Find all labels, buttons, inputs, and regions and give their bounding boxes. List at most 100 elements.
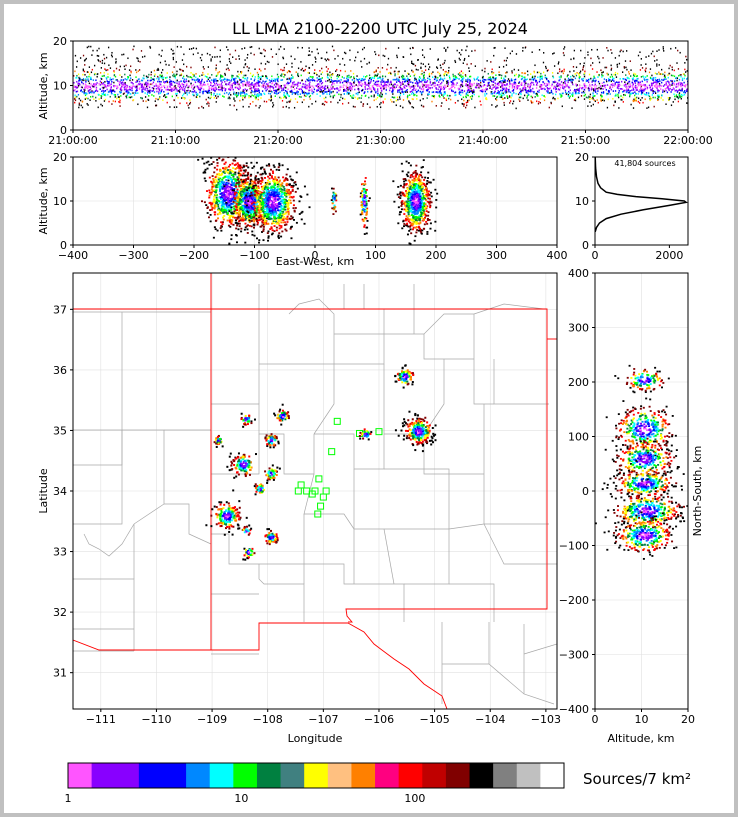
source-point	[567, 93, 570, 96]
source-point	[401, 83, 403, 85]
source-point	[269, 93, 272, 95]
source-point	[79, 99, 82, 102]
source-point	[675, 86, 677, 88]
source-point	[623, 93, 625, 96]
source-point	[628, 77, 630, 80]
source-point	[512, 102, 514, 105]
source-point	[235, 195, 238, 197]
source-point	[95, 100, 97, 102]
source-point	[149, 89, 152, 92]
source-point	[636, 96, 638, 99]
source-point	[227, 165, 230, 168]
source-point	[143, 86, 145, 89]
source-point	[614, 71, 617, 74]
source-point	[230, 196, 233, 199]
source-point	[220, 192, 223, 195]
source-point	[253, 53, 255, 56]
source-point	[392, 90, 394, 93]
source-point	[539, 98, 542, 100]
source-point	[531, 51, 533, 54]
source-point	[511, 84, 514, 87]
source-point	[257, 88, 259, 90]
source-point	[361, 89, 364, 92]
source-point	[252, 84, 254, 86]
source-point	[221, 74, 223, 77]
source-point	[661, 94, 663, 97]
source-point	[167, 88, 169, 91]
source-point	[124, 78, 126, 80]
source-point	[239, 203, 242, 205]
source-point	[283, 69, 285, 72]
source-point	[294, 93, 297, 95]
source-point	[614, 83, 616, 86]
source-point	[644, 69, 646, 72]
source-point	[205, 161, 208, 164]
source-point	[399, 105, 402, 107]
altitude-time-sources	[73, 45, 688, 111]
source-point	[574, 99, 577, 102]
source-point	[536, 71, 539, 74]
source-point	[600, 99, 602, 101]
source-point	[169, 76, 171, 78]
source-point	[268, 90, 270, 92]
source-point	[305, 65, 307, 68]
source-point	[225, 186, 228, 189]
source-point	[632, 87, 635, 90]
source-point	[180, 80, 183, 83]
source-point	[279, 87, 281, 89]
source-point	[519, 88, 521, 90]
source-point	[627, 91, 630, 94]
source-point	[643, 76, 645, 78]
source-point	[227, 97, 229, 100]
source-point	[95, 87, 98, 90]
source-point	[533, 90, 535, 93]
source-point	[462, 62, 464, 64]
source-point	[231, 219, 234, 222]
source-point	[452, 85, 455, 87]
source-point	[411, 62, 414, 65]
source-point	[179, 102, 181, 105]
source-point	[119, 74, 121, 76]
source-point	[115, 61, 117, 64]
source-point	[311, 85, 313, 88]
source-point	[128, 69, 131, 71]
source-point	[91, 91, 93, 94]
source-point	[333, 80, 335, 82]
source-point	[199, 57, 202, 59]
source-point	[638, 89, 641, 91]
source-point	[615, 94, 617, 97]
source-point	[429, 81, 432, 83]
source-point	[198, 88, 200, 91]
source-point	[590, 57, 592, 60]
source-point	[516, 87, 519, 90]
source-point	[327, 77, 329, 79]
source-point	[656, 73, 658, 75]
source-point	[197, 77, 199, 80]
source-point	[84, 64, 86, 66]
source-point	[377, 88, 379, 90]
source-point	[176, 90, 178, 92]
source-point	[536, 100, 538, 103]
source-point	[679, 96, 681, 98]
source-point	[626, 89, 628, 91]
source-point	[617, 85, 619, 88]
source-point	[92, 95, 94, 98]
source-point	[611, 86, 614, 88]
source-point	[110, 54, 113, 57]
source-point	[539, 75, 541, 78]
source-point	[156, 90, 158, 93]
source-point	[214, 95, 217, 97]
source-point	[382, 85, 384, 87]
source-point	[362, 103, 365, 105]
source-point	[128, 91, 130, 94]
source-point	[222, 177, 225, 179]
source-point	[279, 96, 281, 99]
source-point	[246, 89, 248, 91]
source-point	[242, 105, 244, 108]
source-point	[114, 96, 116, 98]
source-point	[123, 82, 125, 85]
source-point	[594, 87, 596, 90]
source-point	[357, 81, 360, 84]
source-point	[631, 89, 633, 92]
source-point	[311, 77, 314, 80]
